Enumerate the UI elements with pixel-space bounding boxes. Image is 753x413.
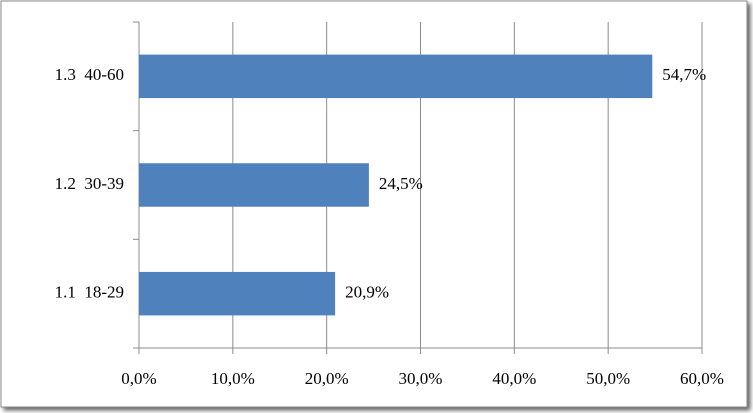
y-tick-label: 1.1 18-29 [55, 283, 124, 302]
x-tick-label: 60,0% [680, 369, 724, 388]
y-tick-label: 1.2 30-39 [55, 174, 124, 193]
x-tick-label: 10,0% [211, 369, 255, 388]
x-tick-label: 40,0% [492, 369, 536, 388]
data-label: 24,5% [379, 174, 423, 193]
x-tick-label: 20,0% [305, 369, 349, 388]
data-label: 54,7% [662, 65, 706, 84]
bar [139, 163, 369, 207]
bar [139, 54, 653, 99]
x-tick-label: 0,0% [121, 369, 156, 388]
x-tick-label: 50,0% [586, 369, 630, 388]
x-tick-label: 30,0% [399, 369, 443, 388]
bar [139, 271, 336, 316]
y-tick-label: 1.3 40-60 [55, 65, 124, 84]
data-label: 20,9% [345, 283, 389, 302]
